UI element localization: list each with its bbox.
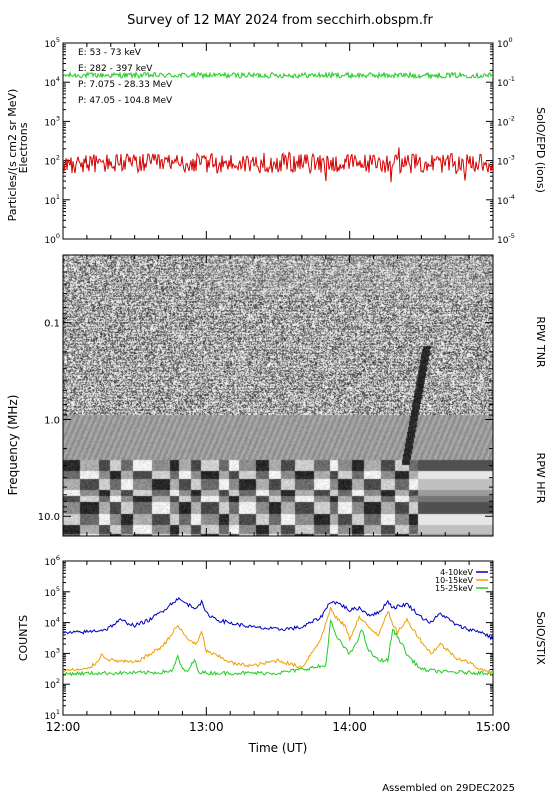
- epd-left-tick-label: 104: [44, 75, 60, 89]
- stix-ylabel-right: SolO/STIX: [534, 611, 547, 665]
- epd-ylabel-species: Electrons: [17, 122, 30, 173]
- stix-tick-label: 104: [44, 616, 60, 630]
- stix-tick-label: 103: [44, 646, 60, 660]
- stix-legend-label-green: 15-25keV: [435, 584, 474, 593]
- rpw-tick-label: 10.0: [38, 512, 60, 523]
- rpw-tick-label: 0.1: [44, 319, 60, 330]
- rpw-label-tnr: RPW TNR: [534, 316, 547, 368]
- stix-x-tick-label: 13:00: [189, 720, 224, 734]
- epd-right-tick-label: 100: [497, 36, 513, 50]
- epd-ylabel-units: Particles/(s cm2 sr MeV): [6, 89, 19, 222]
- stix-tick-label: 101: [44, 708, 60, 722]
- stix-series-4-10kev: [63, 596, 493, 641]
- epd-legend-p-high: P: 47.05 - 104.8 MeV: [78, 96, 173, 106]
- stix-series-10-15kev: [63, 606, 493, 675]
- stix-x-tick-label: 15:00: [476, 720, 511, 734]
- stix-x-tick-label: 12:00: [46, 720, 81, 734]
- epd-right-tick-label: 10-4: [497, 193, 515, 207]
- stix-x-axis: 12:00 13:00 14:00 15:00: [46, 561, 511, 734]
- epd-left-tick-label: 103: [44, 114, 60, 128]
- epd-x-axis: [62, 43, 494, 239]
- stix-plot-frame: [62, 560, 494, 716]
- stix-ylabel: COUNTS: [17, 615, 30, 661]
- stix-tick-label: 105: [44, 585, 60, 599]
- rpw-y-axis: 0.1 1.0 10.0: [38, 254, 493, 523]
- stix-y-axis: 101 102 103 104 105 106: [44, 554, 493, 722]
- rpw-tick-label: 1.0: [44, 415, 60, 426]
- epd-legend-e-low: E: 53 - 73 keV: [78, 48, 142, 58]
- stix-x-tick-label: 14:00: [332, 720, 367, 734]
- epd-left-tick-label: 105: [44, 36, 60, 50]
- assembled-footer: Assembled on 29DEC2025: [382, 783, 515, 794]
- x-axis-label: Time (UT): [248, 741, 308, 755]
- epd-right-y-axis: 10-5 10-4 10-3 10-2 10-1 100: [497, 36, 515, 246]
- epd-ylabel-right: SolO/EPD (ions): [534, 107, 547, 193]
- stix-legend: 4-10keV 10-15keV 15-25keV: [435, 568, 488, 593]
- epd-right-tick-label: 10-5: [497, 232, 515, 246]
- rpw-x-axis: [62, 255, 494, 536]
- epd-series-electrons-high: [63, 147, 493, 183]
- epd-right-tick-label: 10-3: [497, 154, 515, 168]
- epd-right-tick-label: 10-1: [497, 75, 515, 89]
- epd-left-tick-label: 101: [44, 193, 60, 207]
- epd-left-y-axis: 100 101 102 103 104 105: [44, 36, 493, 246]
- epd-right-tick-label: 10-2: [497, 114, 515, 128]
- epd-legend-p-low: P: 7.075 - 28.33 MeV: [78, 80, 173, 90]
- chart-title: Survey of 12 MAY 2024 from secchirh.obsp…: [127, 13, 433, 28]
- rpw-ylabel: Frequency (MHz): [6, 395, 20, 496]
- rpw-panel: 0.1 1.0 10.0 Frequency (MHz) RPW TNR RPW H…: [6, 254, 547, 537]
- rpw-label-hfr: RPW HFR: [534, 453, 547, 504]
- epd-legend-e-high: E: 282 - 397 keV: [78, 64, 153, 74]
- rpw-spectrogram: [63, 255, 493, 536]
- epd-left-tick-label: 100: [44, 232, 60, 246]
- epd-series-electrons-low: [63, 70, 493, 80]
- epd-left-tick-label: 102: [44, 154, 60, 168]
- stix-tick-label: 102: [44, 677, 60, 691]
- stix-legend-label-blue: 4-10keV: [440, 568, 473, 577]
- stix-legend-label-orange: 10-15keV: [435, 576, 474, 585]
- stix-tick-label: 106: [44, 554, 60, 568]
- stix-series-15-25kev: [63, 619, 493, 677]
